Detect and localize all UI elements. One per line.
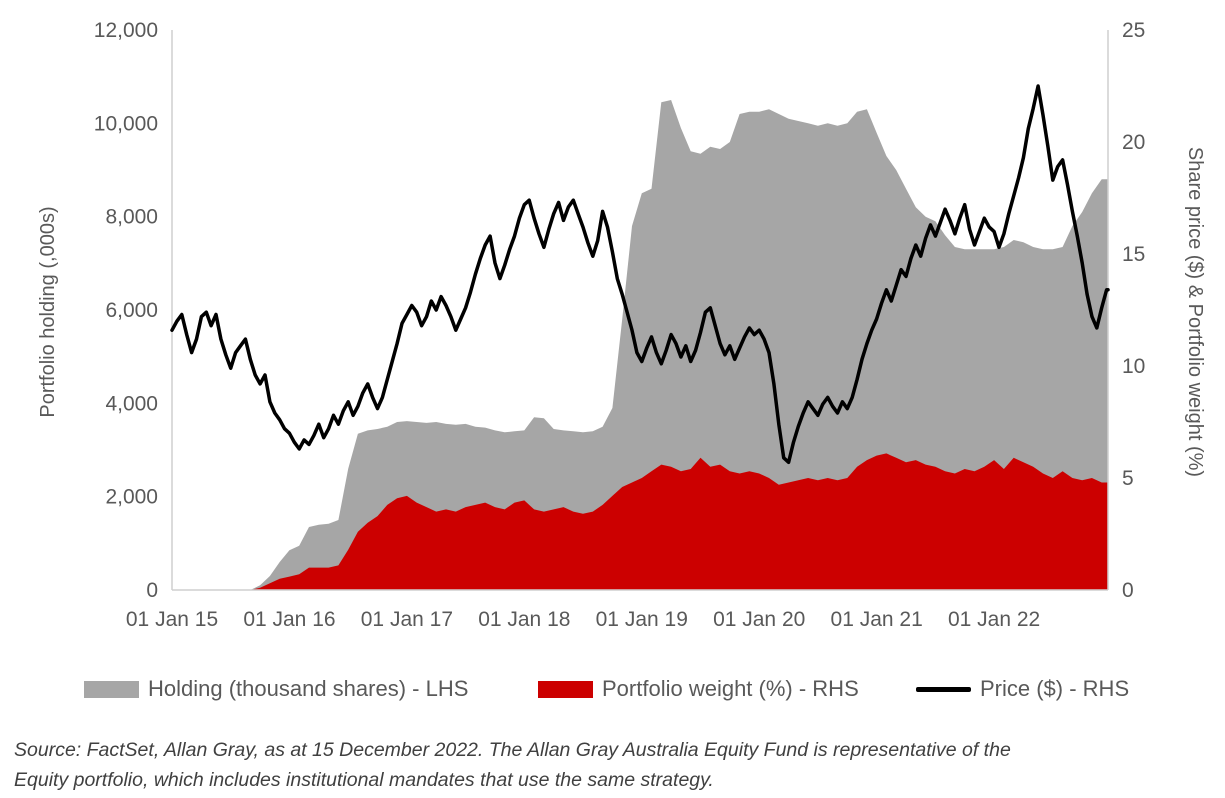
price-legend-label: Price ($) - RHS	[980, 676, 1130, 701]
source-note: Source: FactSet, Allan Gray, as at 15 De…	[14, 735, 1194, 795]
chart-legend: Holding (thousand shares) - LHS Portfoli…	[0, 674, 1225, 704]
right-axis-tick: 10	[1122, 355, 1145, 378]
x-axis-tick: 01 Jan 17	[361, 608, 453, 631]
left-axis-tick: 0	[146, 579, 158, 602]
x-axis-tick: 01 Jan 20	[713, 608, 805, 631]
source-line-2: Equity portfolio, which includes institu…	[14, 769, 714, 791]
weight-legend-label: Portfolio weight (%) - RHS	[602, 676, 859, 701]
x-axis-tick: 01 Jan 21	[831, 608, 923, 631]
dual-axis-combo-chart: 0 2,000 4,000 6,000 8,000 10,000 12,000 0 5 10 15 2…	[94, 19, 1146, 631]
left-axis-tick: 8,000	[105, 206, 158, 229]
holding-legend-swatch	[84, 680, 139, 698]
right-axis-tick: 20	[1122, 131, 1145, 154]
right-axis-title: Share price ($) & Portfolio weight (%)	[1184, 146, 1206, 478]
right-axis-tick: 15	[1122, 243, 1145, 266]
legend-item-price: Price ($) - RHS	[916, 674, 1129, 704]
x-axis-tick: 01 Jan 18	[478, 608, 570, 631]
area-series-1	[172, 453, 1108, 590]
x-axis-tick: 01 Jan 16	[243, 608, 335, 631]
legend-item-weight: Portfolio weight (%) - RHS	[538, 674, 859, 704]
weight-legend-swatch	[538, 680, 593, 698]
left-axis-tick: 6,000	[105, 299, 158, 322]
left-axis-tick: 2,000	[105, 486, 158, 509]
right-axis-tick: 0	[1122, 579, 1134, 602]
left-axis-tick: 4,000	[105, 392, 158, 415]
right-axis-tick: 25	[1122, 19, 1145, 42]
price-legend-swatch	[916, 686, 971, 692]
price-line-series	[170, 84, 1110, 465]
legend-item-holding: Holding (thousand shares) - LHS	[84, 674, 468, 704]
left-axis-tick: 12,000	[94, 19, 158, 42]
x-axis-tick: 01 Jan 22	[948, 608, 1040, 631]
source-line-1: Source: FactSet, Allan Gray, as at 15 De…	[14, 739, 1011, 761]
right-axis-tick: 5	[1122, 467, 1134, 490]
left-axis-title: Portfolio holding (,000s)	[37, 206, 59, 418]
left-axis-tick: 10,000	[94, 112, 158, 135]
holding-legend-label: Holding (thousand shares) - LHS	[148, 676, 469, 701]
x-axis-tick: 01 Jan 19	[596, 608, 688, 631]
x-axis-tick: 01 Jan 15	[126, 608, 218, 631]
